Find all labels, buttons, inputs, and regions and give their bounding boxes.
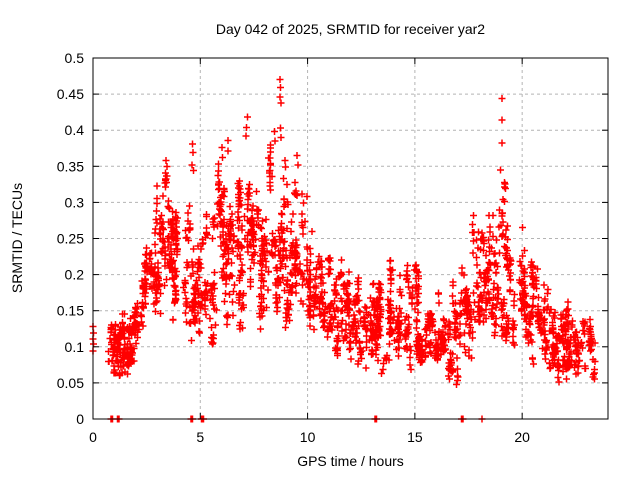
y-tick-label: 0.1 [65,339,85,355]
y-tick-label: 0.5 [65,50,85,66]
x-tick-label: 20 [514,429,530,445]
y-tick-label: 0.25 [57,231,84,247]
x-tick-label: 15 [407,429,423,445]
x-axis-title: GPS time / hours [297,453,404,469]
y-axis-title: SRMTID / TECUs [9,182,25,294]
y-tick-label: 0.05 [57,375,84,391]
y-tick-label: 0.35 [57,158,84,174]
y-tick-label: 0.45 [57,86,84,102]
scatter-points [89,76,599,423]
chart-title: Day 042 of 2025, SRMTID for receiver yar… [215,21,486,37]
y-tick-label: 0.3 [65,194,85,210]
y-tick-label: 0 [76,411,84,427]
y-tick-label: 0.15 [57,303,84,319]
x-tick-label: 10 [300,429,316,445]
tick-labels: 0 5 10 15 20 0 0.05 0.1 0.15 0.2 0.25 0.3 0.35 0.4 0.4… [57,50,530,445]
y-tick-label: 0.4 [65,122,85,138]
y-tick-label: 0.2 [65,267,85,283]
x-tick-label: 0 [89,429,97,445]
axis-ticks [92,57,608,420]
x-tick-label: 5 [196,429,204,445]
